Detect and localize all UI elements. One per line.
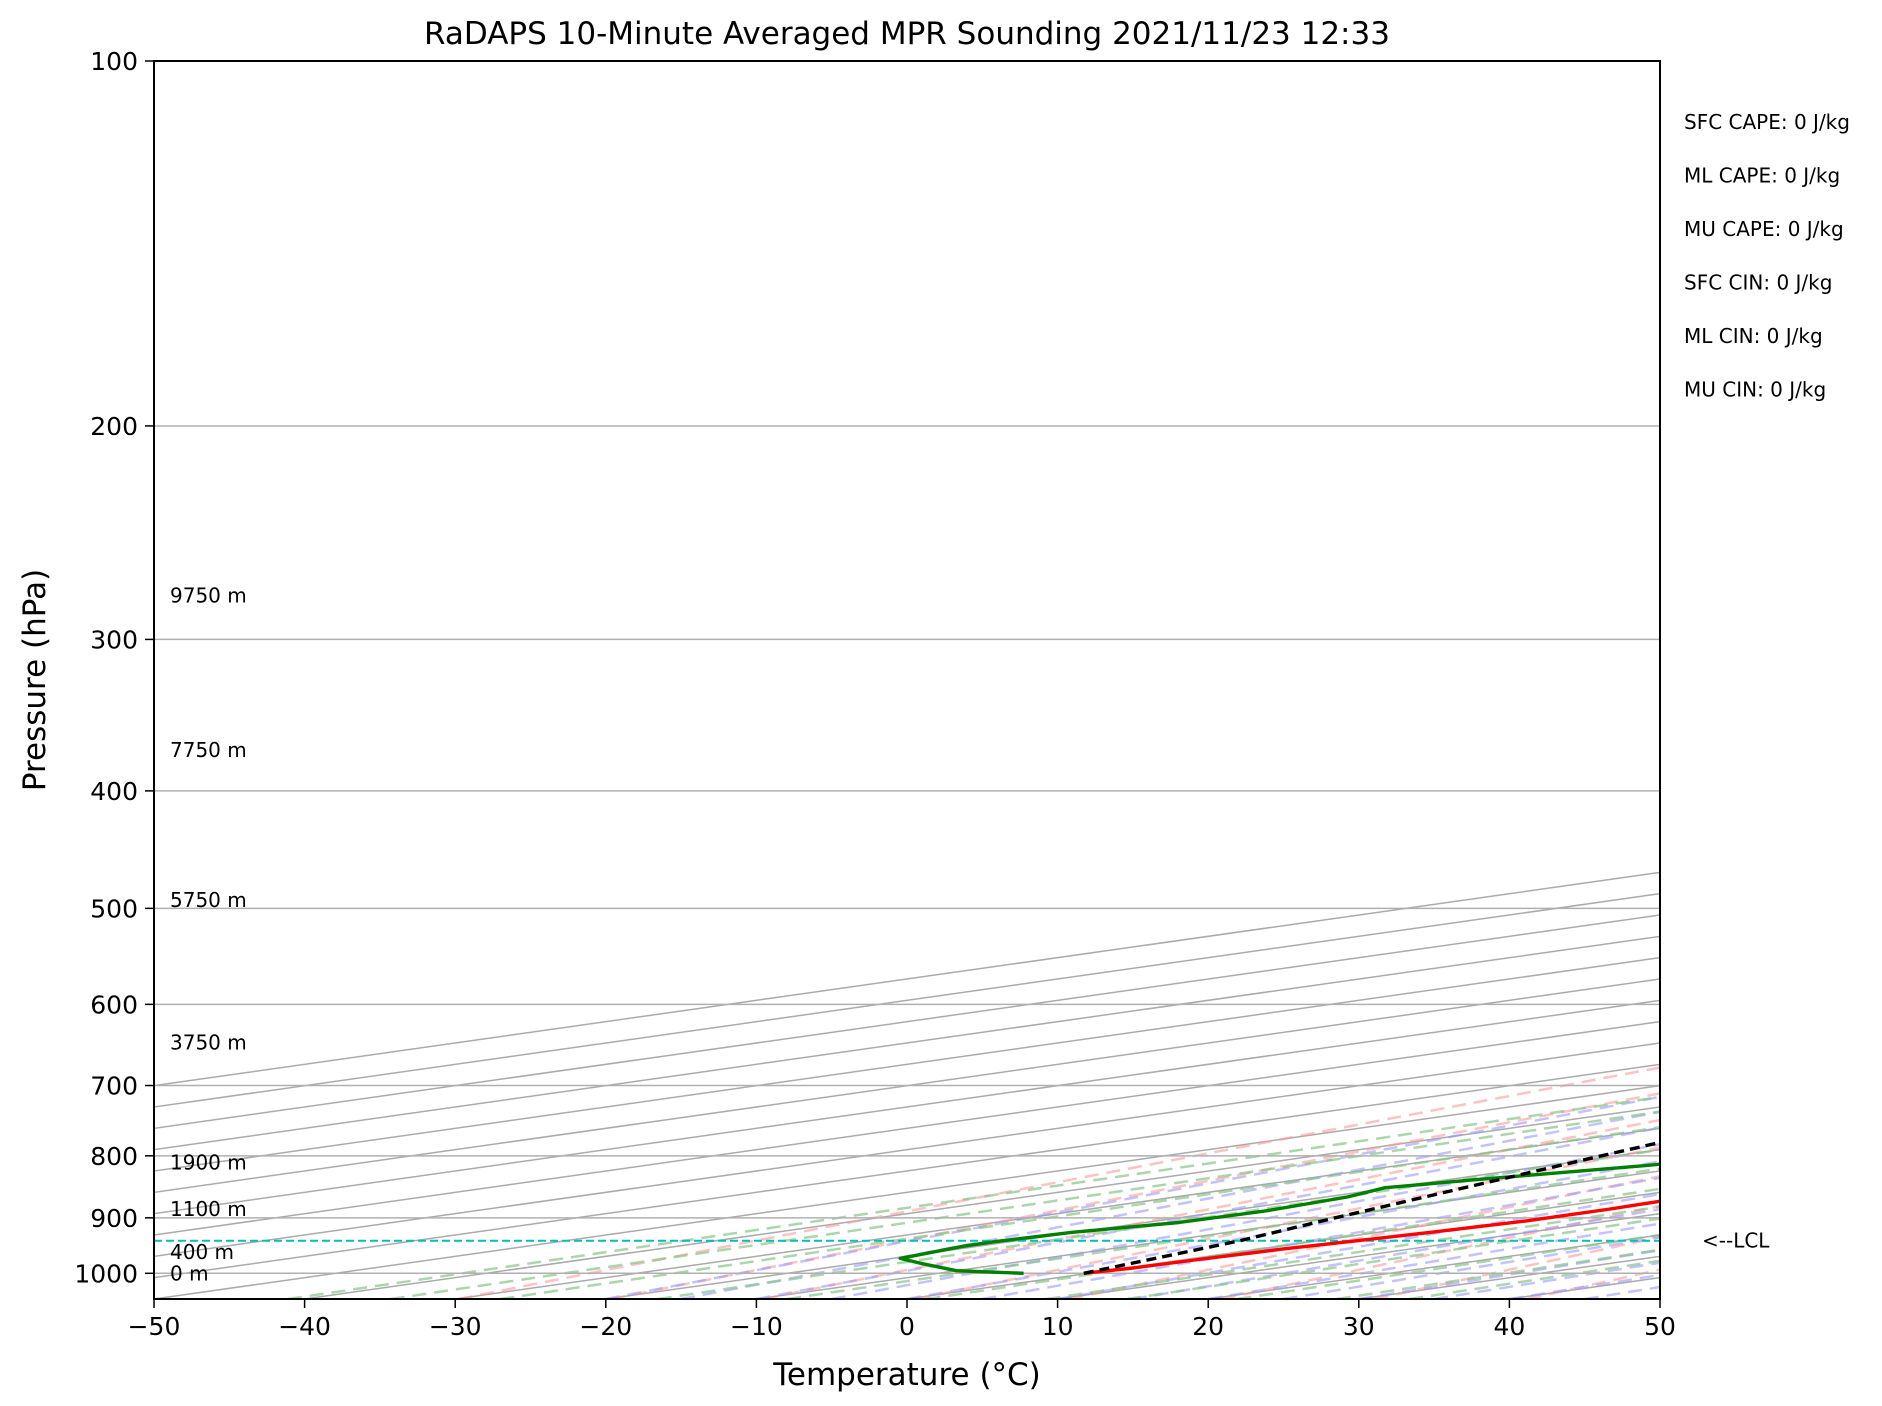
mixing-ratio-line: [500, 1125, 1660, 1299]
dry-adiabat: [610, 1092, 1660, 1299]
height-label: 1900 m: [170, 1150, 247, 1174]
parcel-path-line: [1083, 1140, 1660, 1275]
background-lines: [154, 61, 1882, 1299]
x-tick-label: 10: [1042, 1312, 1074, 1341]
index-annotation: ML CAPE: 0 J/kg: [1684, 164, 1840, 188]
height-label: 7750 m: [170, 738, 247, 762]
x-axis: −50 −40 −30 −20 −10 0 10 20 30 40 50: [128, 1299, 1676, 1341]
moist-adiabat: [1509, 1273, 1660, 1299]
x-tick-label: −30: [429, 1312, 482, 1341]
moist-adiabat: [906, 1159, 1660, 1299]
dewpoint-line: [898, 1162, 1660, 1275]
x-tick-label: 0: [899, 1312, 915, 1341]
pressure-gridlines: [154, 60, 1660, 1275]
moist-adiabat: [831, 1143, 1660, 1299]
moist-adiabat: [756, 1126, 1660, 1299]
y-tick-label: 500: [90, 894, 138, 923]
y-tick-label: 200: [90, 412, 138, 441]
temperature-line: [1083, 1199, 1660, 1275]
y-tick-label: 400: [90, 777, 138, 806]
moist-adiabat: [1132, 1207, 1660, 1299]
y-tick-label: 700: [90, 1072, 138, 1101]
index-annotation: ML CIN: 0 J/kg: [1684, 324, 1823, 348]
isotherm: [154, 1063, 1660, 1279]
y-axis-label: Pressure (hPa): [17, 569, 53, 791]
y-tick-label: 1000: [74, 1259, 138, 1288]
y-tick-label: 900: [90, 1204, 138, 1233]
height-label: 5750 m: [170, 888, 247, 912]
isotherm: [605, 1148, 1660, 1299]
moist-adiabat: [1659, 1297, 1660, 1299]
isotherm: [154, 978, 1660, 1194]
mixing-ratio-line: [287, 1095, 1660, 1299]
x-tick-label: −10: [730, 1312, 783, 1341]
index-annotations: SFC CAPE: 0 J/kg ML CAPE: 0 J/kg MU CAPE: …: [1684, 110, 1850, 402]
isotherm: [154, 892, 1660, 1108]
isotherm: [154, 999, 1660, 1215]
mixing-ratio-line: [657, 1148, 1660, 1299]
isotherm: [154, 1042, 1660, 1258]
height-label: 9750 m: [170, 584, 247, 608]
isotherm: [1659, 1298, 1660, 1299]
isotherm: [1509, 1276, 1660, 1299]
isotherm: [304, 1106, 1660, 1299]
dry-adiabat: [458, 1066, 1660, 1299]
y-tick-label: 300: [90, 625, 138, 654]
height-label: 1100 m: [170, 1197, 247, 1221]
x-tick-label: 40: [1493, 1312, 1525, 1341]
dry-adiabat: [1680, 61, 1882, 1299]
x-tick-label: 20: [1192, 1312, 1224, 1341]
height-label: 0 m: [170, 1261, 209, 1285]
dry-adiabat: [1374, 1235, 1660, 1299]
dry-adiabat: [916, 1146, 1660, 1299]
dry-adiabat: [1527, 1268, 1660, 1299]
x-tick-label: 30: [1343, 1312, 1375, 1341]
x-tick-label: −40: [278, 1312, 331, 1341]
isotherm: [154, 956, 1660, 1172]
isotherm: [154, 1020, 1660, 1236]
height-label: 3750 m: [170, 1030, 247, 1054]
x-tick-label: 50: [1644, 1312, 1676, 1341]
x-tick-label: −20: [579, 1312, 632, 1341]
index-annotation: MU CAPE: 0 J/kg: [1684, 217, 1844, 241]
dry-adiabat: [1833, 61, 1882, 1299]
moist-adiabat: [1283, 1235, 1660, 1299]
isotherm: [154, 871, 1660, 1087]
height-label: 400 m: [170, 1240, 234, 1264]
isotherm: [906, 1191, 1660, 1299]
y-tick-label: 800: [90, 1142, 138, 1171]
isotherm: [154, 935, 1660, 1151]
dry-adiabat: [1069, 1175, 1660, 1299]
moist-adiabat: [605, 1095, 1660, 1299]
plot-frame: [153, 60, 1661, 1300]
mixing-ratio-line: [787, 1167, 1660, 1299]
isotherm: [1811, 61, 1882, 1299]
x-tick-label: −50: [128, 1312, 181, 1341]
y-tick-label: 100: [90, 47, 138, 76]
index-annotation: SFC CIN: 0 J/kg: [1684, 271, 1832, 295]
chart-title: RaDAPS 10-Minute Averaged MPR Sounding 2…: [424, 16, 1390, 52]
moist-adiabat: [1584, 1285, 1660, 1299]
y-tick-label: 600: [90, 990, 138, 1019]
lcl-label: <--LCL: [1702, 1229, 1770, 1253]
index-annotation: SFC CAPE: 0 J/kg: [1684, 110, 1850, 134]
isotherm: [154, 1084, 1660, 1299]
y-axis: 100 200 300 400 500 600 700 800 900 1000: [74, 47, 154, 1288]
moist-adiabat: [982, 1176, 1660, 1299]
isotherm: [154, 914, 1660, 1130]
data-series: [898, 1140, 1660, 1275]
x-axis-label: Temperature (°C): [772, 1357, 1041, 1393]
mixing-ratio-line: [390, 1110, 1660, 1299]
index-annotation: MU CIN: 0 J/kg: [1684, 378, 1826, 402]
dry-adiabat: [763, 1118, 1660, 1299]
